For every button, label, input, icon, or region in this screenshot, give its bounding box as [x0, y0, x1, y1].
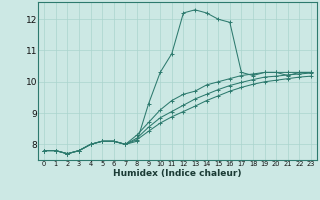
X-axis label: Humidex (Indice chaleur): Humidex (Indice chaleur)	[113, 169, 242, 178]
